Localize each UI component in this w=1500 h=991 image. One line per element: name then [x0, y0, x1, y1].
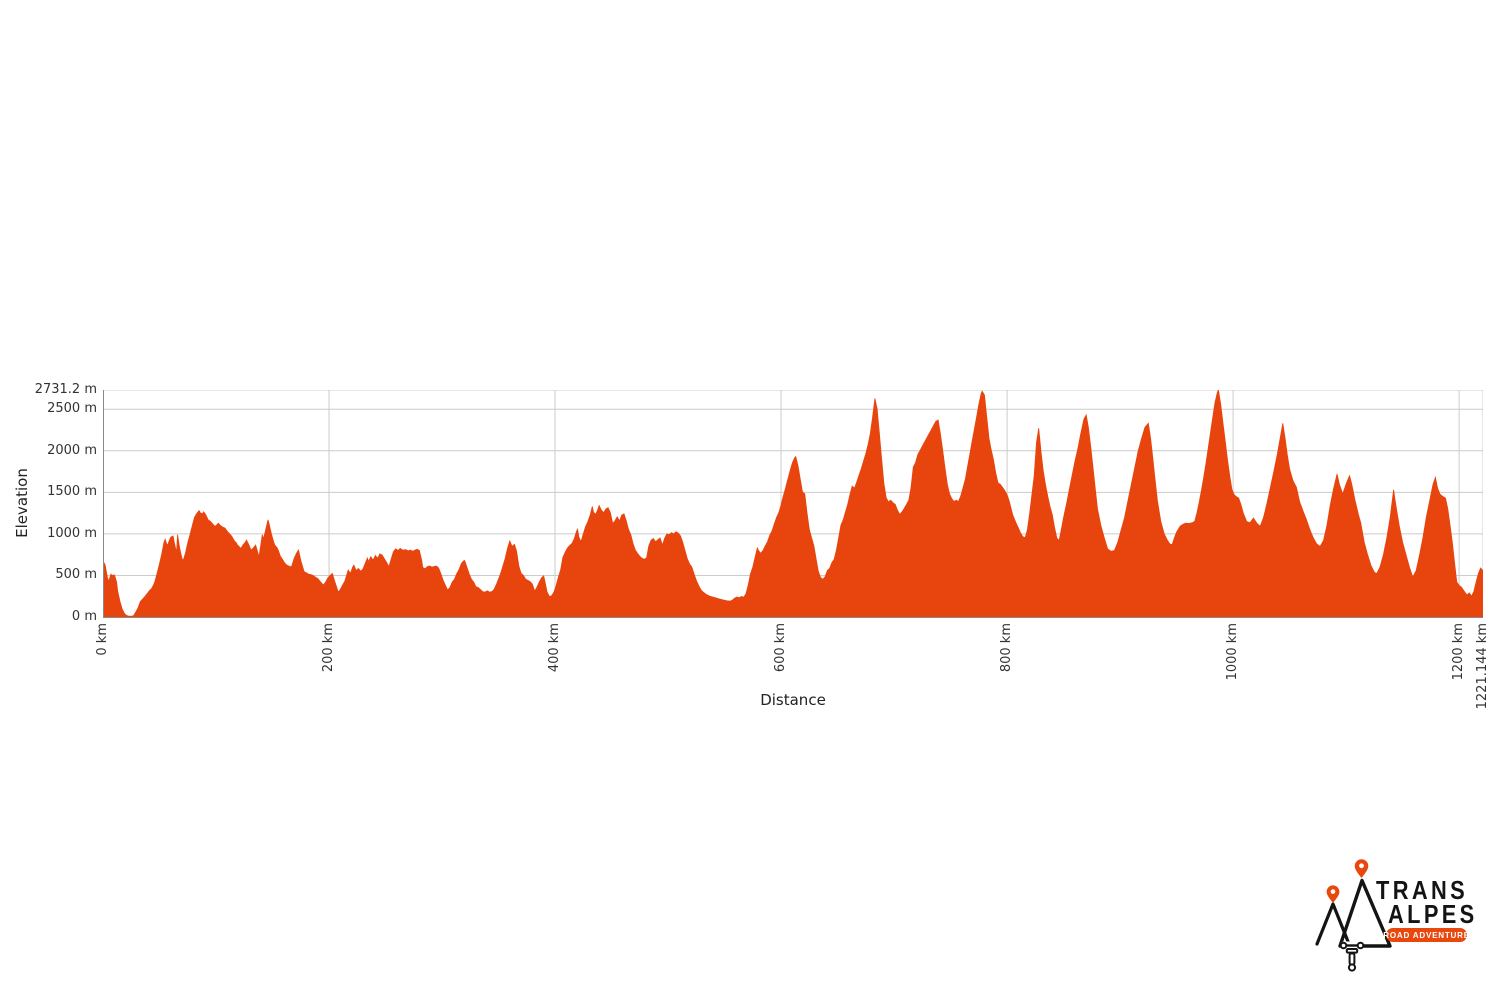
y-tick-label: 2000 m	[47, 442, 97, 458]
x-tick-label: 1200 km	[1451, 623, 1467, 681]
y-tick-label: 2500 m	[47, 401, 97, 417]
map-pin-icon	[1326, 885, 1340, 903]
logo-badge: ROAD ADVENTURE	[1383, 928, 1470, 942]
map-pin-icon	[1354, 859, 1369, 878]
y-tick-label: 500 m	[55, 567, 97, 583]
x-tick-label: 200 km	[321, 623, 337, 673]
map-pin-dot	[1330, 889, 1336, 894]
elevation-area-svg	[103, 390, 1483, 617]
y-tick-label: 1500 m	[47, 484, 97, 500]
logo-badge-text: ROAD ADVENTURE	[1383, 930, 1470, 940]
x-tick-label: 1000 km	[1225, 623, 1241, 681]
x-axis-line	[103, 617, 1483, 618]
trans-alpes-logo: TRANS ALPES ROAD ADVENTURE	[1303, 856, 1480, 981]
y-tick-label: 2731.2 m	[34, 382, 97, 397]
x-tick-label: 800 km	[999, 623, 1015, 673]
y-axis-title: Elevation	[13, 468, 31, 538]
x-tick-label: 1221.144 km	[1475, 623, 1490, 710]
elevation-area	[103, 390, 1483, 617]
logo-text-trans: TRANS	[1376, 875, 1469, 905]
large-mountain-icon	[1338, 878, 1392, 948]
mountains-bike-icon	[1315, 859, 1392, 972]
x-tick-label: 0 km	[95, 623, 110, 656]
logo-text-alpes: ALPES	[1388, 899, 1478, 929]
elevation-chart	[103, 390, 1483, 617]
bike-handlebar-icon	[1339, 941, 1365, 972]
y-axis-line	[103, 390, 104, 618]
map-pin-dot	[1359, 863, 1364, 869]
x-tick-label: 400 km	[547, 623, 563, 673]
x-axis-title: Distance	[760, 691, 826, 709]
y-tick-label: 1000 m	[47, 525, 97, 541]
x-tick-label: 600 km	[773, 623, 789, 673]
y-tick-label: 0 m	[71, 609, 97, 624]
